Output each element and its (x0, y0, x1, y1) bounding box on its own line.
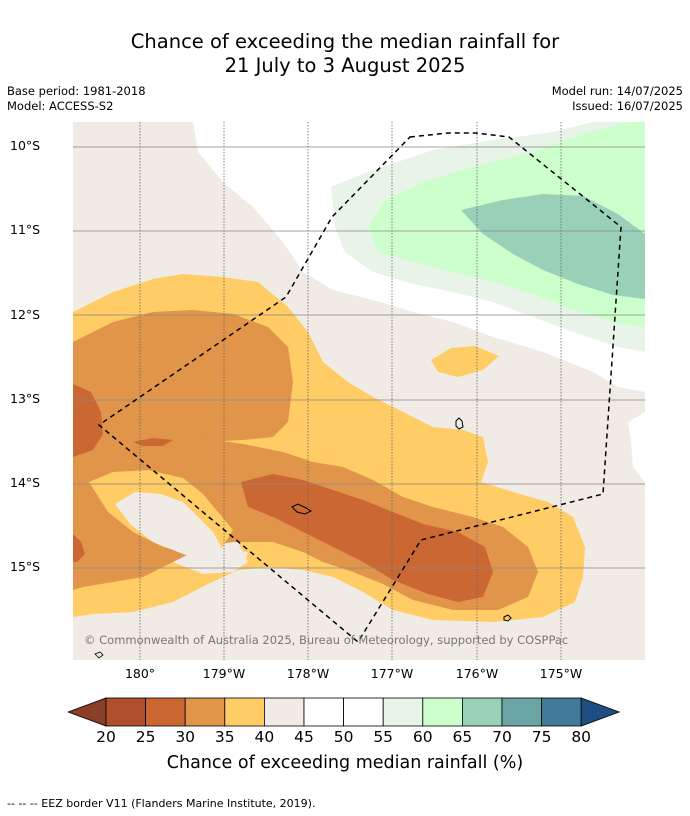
colorbar-tick-label: 40 (254, 728, 275, 746)
title-line-1: Chance of exceeding the median rainfall … (130, 30, 560, 53)
colorbar-tick-label: 20 (96, 728, 116, 746)
area-40-50-hole-2 (115, 492, 248, 562)
info-left: Base period: 1981-2018 Model: ACCESS-S2 (7, 84, 146, 114)
colorbar-over-triangle (580, 697, 621, 727)
colorbar-segment (105, 697, 146, 727)
lon-label-180: 180° (124, 666, 156, 681)
colorbar-segment (461, 697, 503, 727)
lon-label-175w: 175°W (539, 666, 583, 681)
lat-label-15s: 15°S (10, 559, 41, 574)
rainfall-map (73, 122, 645, 660)
colorbar-tick-label: 45 (294, 728, 314, 746)
colorbar-segment (382, 697, 424, 727)
lat-label-12s: 12°S (10, 307, 41, 322)
model-text: Model: ACCESS-S2 (7, 99, 114, 113)
area-30-35 (73, 310, 293, 467)
lat-label-13s: 13°S (10, 391, 41, 406)
meridians (139, 122, 562, 660)
lon-label-177w: 177°W (370, 666, 414, 681)
island-sw (94, 651, 104, 659)
lon-label-179w: 179°W (202, 666, 246, 681)
model-run-text: Model run: 14/07/2025 (551, 84, 683, 98)
island-centre (455, 417, 464, 430)
area-25-30-west (73, 384, 103, 457)
island-west (291, 503, 313, 515)
colorbar-under-triangle (68, 697, 107, 727)
colorbar (68, 697, 621, 727)
eez-footnote: -- -- -- EEZ border V11 (Flanders Marine… (7, 797, 316, 810)
title-line-2: 21 July to 3 August 2025 (224, 54, 466, 77)
colorbar-segment (224, 697, 265, 727)
colorbar-tick-label: 65 (452, 728, 473, 746)
island-south (503, 614, 512, 622)
area-25-30-small (133, 438, 173, 446)
colorbar-tick-label: 70 (492, 728, 512, 746)
colorbar-tick-label: 35 (214, 728, 235, 746)
colorbar-label: Chance of exceeding median rainfall (%) (166, 753, 524, 773)
graticule (73, 146, 645, 569)
lat-label-14s: 14°S (10, 475, 41, 490)
issued-text: Issued: 16/07/2025 (572, 99, 683, 113)
colorbar-segment (145, 697, 186, 727)
colorbar-segment (541, 697, 582, 727)
lon-label-178w: 178°W (286, 666, 330, 681)
colorbar-segment (422, 697, 463, 727)
area-25-30-sw (73, 534, 85, 562)
colorbar-segment (263, 697, 305, 727)
copyright-text: © Commonwealth of Australia 2025, Bureau… (84, 633, 569, 647)
colorbar-tick-label: 30 (175, 728, 196, 746)
colorbar-tick-label: 80 (571, 728, 592, 746)
colorbar-segment (303, 697, 344, 727)
colorbar-segment (343, 697, 384, 727)
colorbar-tick-label: 60 (412, 728, 433, 746)
lat-label-11s: 11°S (10, 222, 41, 237)
area-35-40-patch (431, 346, 499, 377)
colorbar-segment (184, 697, 226, 727)
chart-title: Chance of exceeding the median rainfall … (0, 30, 690, 78)
colorbar-tick-label: 75 (531, 728, 552, 746)
colorbar-tick-label: 55 (373, 728, 394, 746)
base-period-text: Base period: 1981-2018 (7, 84, 146, 98)
area-50-55-south (628, 412, 645, 482)
area-25-30-band (241, 474, 493, 602)
lon-label-176w: 176°W (455, 666, 499, 681)
colorbar-tick-label: 50 (333, 728, 354, 746)
eez-border (97, 132, 622, 644)
lat-label-10s: 10°S (10, 138, 41, 153)
colorbar-segment (501, 697, 542, 727)
info-right: Model run: 14/07/2025 Issued: 16/07/2025 (552, 84, 683, 114)
colorbar-tick-label: 25 (135, 728, 156, 746)
area-65-70 (461, 194, 645, 299)
